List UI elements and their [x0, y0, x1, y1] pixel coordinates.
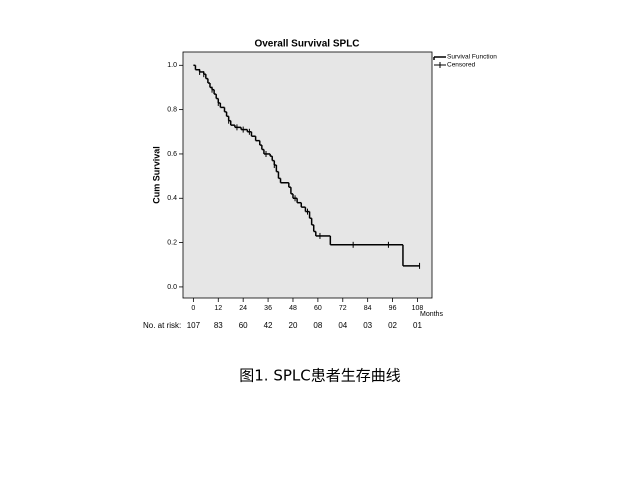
at-risk-value: 04	[338, 321, 347, 330]
x-tick-label: 48	[289, 305, 297, 312]
x-tick-label: 24	[239, 305, 247, 312]
legend-label: Survival Function	[447, 54, 497, 61]
at-risk-label: No. at risk:	[143, 321, 181, 330]
caption: 图1. SPLC患者生存曲线	[239, 367, 400, 385]
at-risk-value: 42	[264, 321, 273, 330]
at-risk-value: 08	[313, 321, 322, 330]
y-tick-label: 0.4	[167, 195, 177, 202]
at-risk-value: 20	[289, 321, 298, 330]
at-risk-value: 60	[239, 321, 248, 330]
at-risk-value: 02	[388, 321, 397, 330]
chart-title: Overall Survival SPLC	[254, 39, 359, 50]
at-risk-value: 107	[187, 321, 201, 330]
y-tick-label: 0.0	[167, 284, 177, 291]
y-axis-label: Cum Survival	[151, 146, 161, 204]
at-risk-value: 83	[214, 321, 223, 330]
x-tick-label: 96	[389, 305, 397, 312]
x-tick-label: 12	[214, 305, 222, 312]
y-tick-label: 1.0	[167, 62, 177, 69]
x-tick-label: 108	[412, 305, 424, 312]
x-tick-label: 72	[339, 305, 347, 312]
x-tick-label: 60	[314, 305, 322, 312]
y-tick-label: 0.6	[167, 151, 177, 158]
at-risk-value: 01	[413, 321, 422, 330]
legend-label: Censored	[447, 62, 476, 69]
y-tick-label: 0.8	[167, 106, 177, 113]
x-tick-label: 36	[264, 305, 272, 312]
x-axis-label: Months	[420, 311, 443, 318]
y-tick-label: 0.2	[167, 239, 177, 246]
x-tick-label: 84	[364, 305, 372, 312]
at-risk-value: 03	[363, 321, 372, 330]
plot-area	[182, 51, 433, 299]
x-tick-label: 0	[191, 305, 195, 312]
